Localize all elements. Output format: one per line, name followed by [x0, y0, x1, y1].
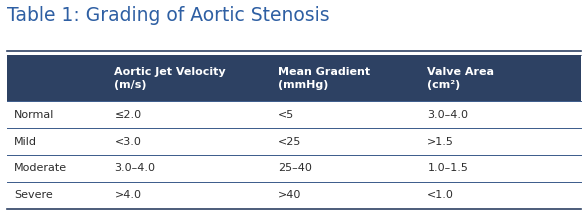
Text: 25–40: 25–40	[278, 163, 312, 173]
Text: <25: <25	[278, 137, 301, 146]
Text: >4.0: >4.0	[114, 190, 141, 200]
Bar	[7, 155, 581, 182]
Text: Normal: Normal	[14, 110, 54, 120]
Text: Mean Gradient
(mmHg): Mean Gradient (mmHg)	[278, 67, 370, 90]
Text: <1.0: <1.0	[427, 190, 454, 200]
Text: >40: >40	[278, 190, 301, 200]
Bar	[7, 101, 581, 128]
Text: Severe: Severe	[14, 190, 53, 200]
Text: >1.5: >1.5	[427, 137, 454, 146]
Text: 1.0–1.5: 1.0–1.5	[427, 163, 468, 173]
Text: Moderate: Moderate	[14, 163, 67, 173]
Bar	[7, 128, 581, 155]
Text: Mild: Mild	[14, 137, 37, 146]
Text: 3.0–4.0: 3.0–4.0	[427, 110, 468, 120]
Text: Table 1: Grading of Aortic Stenosis: Table 1: Grading of Aortic Stenosis	[7, 6, 329, 25]
Bar	[7, 55, 581, 101]
Text: <3.0: <3.0	[114, 137, 141, 146]
Text: ≤2.0: ≤2.0	[114, 110, 141, 120]
Bar	[7, 182, 581, 209]
Text: 3.0–4.0: 3.0–4.0	[114, 163, 155, 173]
Text: Aortic Jet Velocity
(m/s): Aortic Jet Velocity (m/s)	[114, 67, 226, 90]
Text: Valve Area
(cm²): Valve Area (cm²)	[427, 67, 494, 90]
Text: <5: <5	[278, 110, 294, 120]
